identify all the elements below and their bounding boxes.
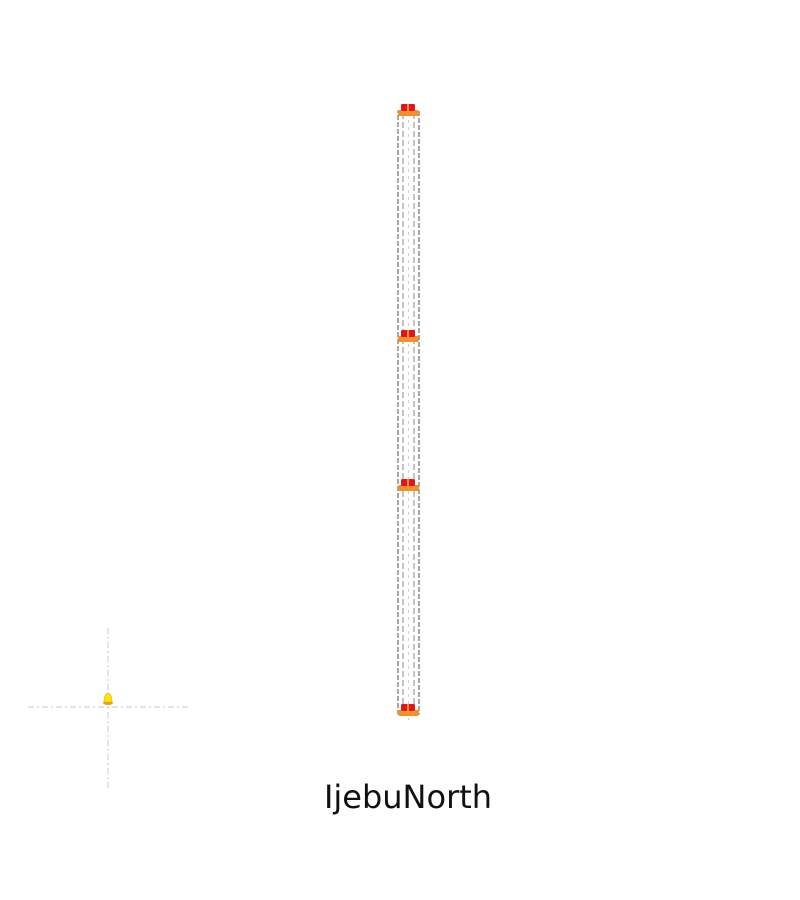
traffic-light-icon <box>398 104 419 116</box>
crosshair-icon <box>28 628 188 788</box>
junction-lower-middle[interactable] <box>398 479 419 491</box>
traffic-light-icon <box>398 479 419 491</box>
traffic-light-icon <box>398 704 419 716</box>
junction-upper-middle[interactable] <box>398 330 419 342</box>
location-marker-icon[interactable] <box>103 692 113 705</box>
junction-top[interactable] <box>398 104 419 116</box>
road-segment[interactable] <box>397 110 420 722</box>
junction-bottom[interactable] <box>398 704 419 716</box>
map-title: IjebuNorth <box>323 778 493 816</box>
traffic-light-icon <box>398 330 419 342</box>
